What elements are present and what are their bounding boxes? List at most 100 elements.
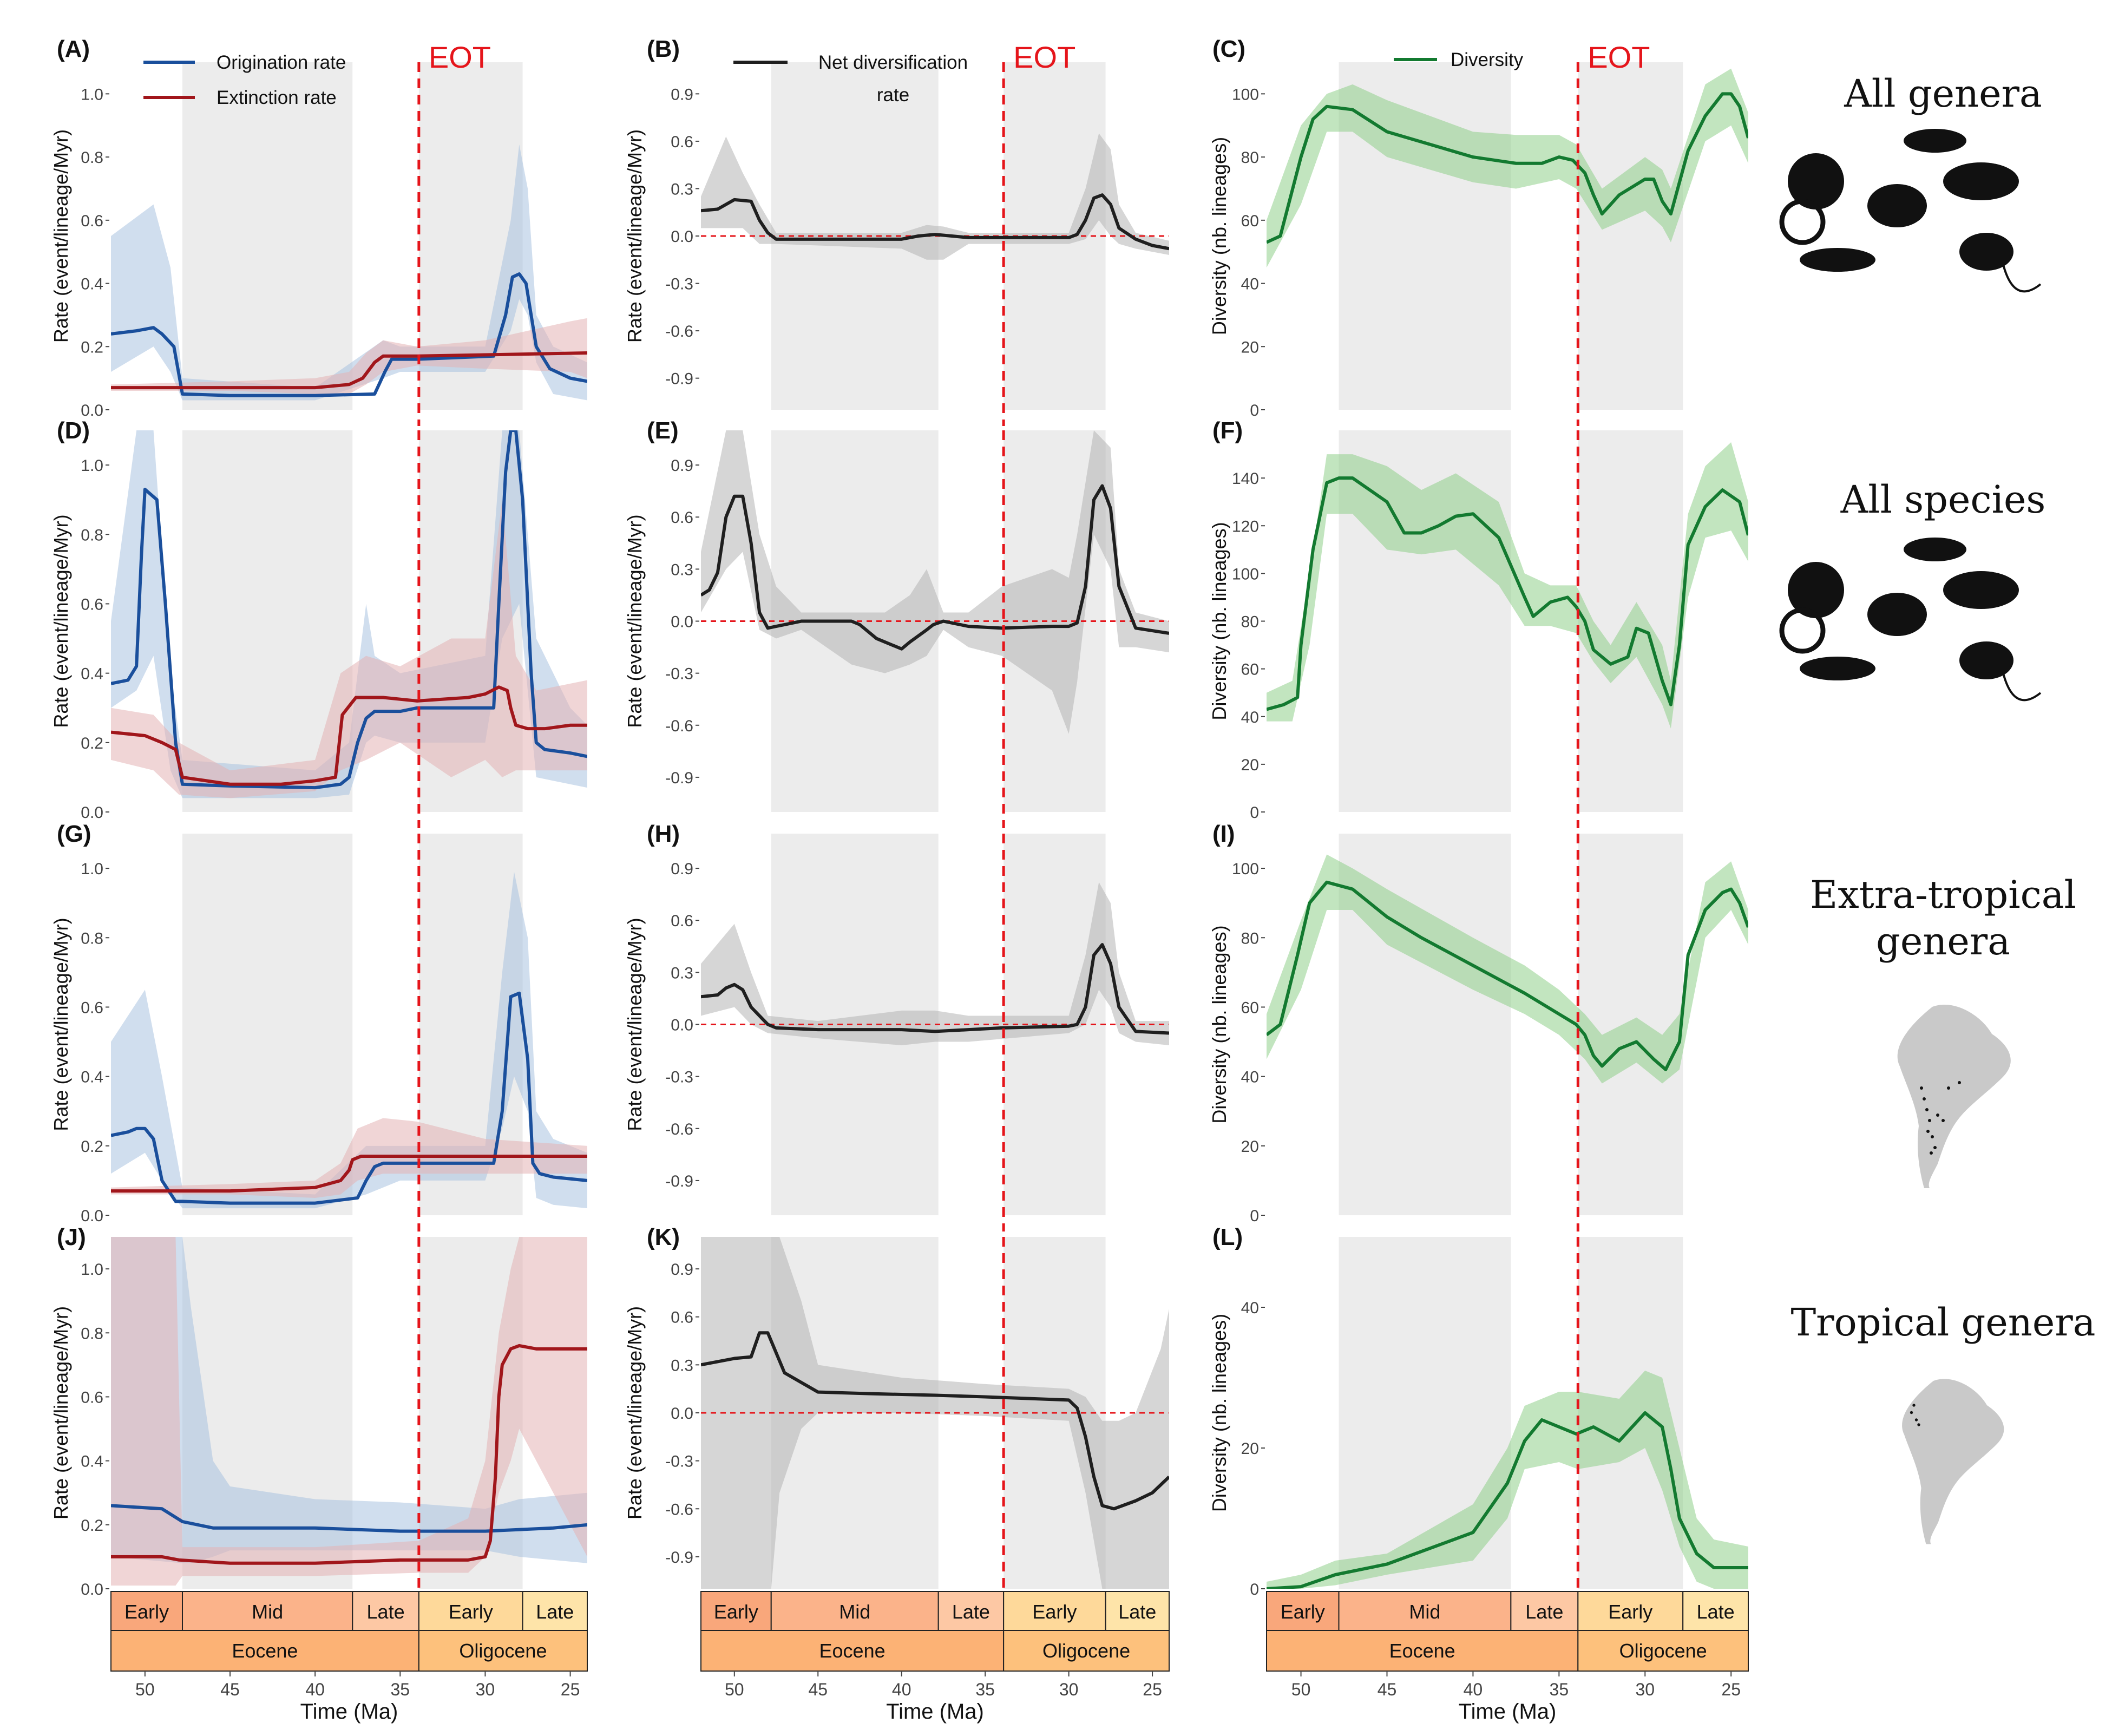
panel-i-ytick-label-3: 60 <box>1241 999 1259 1017</box>
panel-e-plot <box>701 430 1169 812</box>
panel-a-ylabel: Rate (event/lineage/Myr) <box>50 129 72 343</box>
timescale-1-stage-label-4: Late <box>1118 1601 1156 1623</box>
panel-b-ytick-label-4: 0.3 <box>671 180 693 198</box>
panel-c-label: (C) <box>1212 36 1245 62</box>
panel-e-ytick-label-0: -0.9 <box>665 769 693 787</box>
panel-g-band-1 <box>111 1118 587 1198</box>
timescale-2-xtick-label-1: 45 <box>1378 1680 1397 1699</box>
panel-d-ytick-label-3: 0.6 <box>81 595 103 613</box>
panel-c-ytick-label-4: 80 <box>1241 149 1259 167</box>
locality-dot-0-6 <box>1930 1151 1933 1155</box>
timescale-1-epoch-1 <box>1003 1630 1170 1672</box>
panel-c-series-0-line <box>1267 92 1748 244</box>
panel-k-ytick-label-0: -0.9 <box>665 1549 693 1567</box>
panel-b-ytick-label-3: 0.0 <box>671 228 693 246</box>
primate-tail-icon <box>1779 607 1826 654</box>
timescale-1-stage-label-2: Late <box>952 1601 990 1623</box>
timescale-0-epoch-label-1: Oligocene <box>459 1640 547 1662</box>
panel-b-series-0-line <box>701 193 1169 251</box>
panel-k-ytick-label-1: -0.6 <box>665 1501 693 1518</box>
row-label-tropical-genera: Tropical genera <box>1781 1299 2106 1346</box>
locality-dot-0-3 <box>1928 1119 1931 1122</box>
south-america-land-0 <box>1897 1005 2011 1188</box>
timescale-0-stage-3 <box>418 1591 523 1631</box>
timescale-0-epoch-label-0: Eocene <box>232 1640 298 1662</box>
panel-h-ytick-label-3: 0.0 <box>671 1017 693 1034</box>
animal-silhouettes-1 <box>1779 538 2042 702</box>
locality-dot-1-0 <box>1912 1404 1916 1407</box>
panel-j-ytick-label-0: 0.0 <box>81 1581 103 1599</box>
panel-j-series-0-line <box>111 1504 587 1533</box>
panel-i-ytick-label-0: 0 <box>1250 1207 1259 1225</box>
timescale-1-stage-4 <box>1105 1591 1170 1631</box>
legend-net-label-line1: Net diversification <box>818 52 968 73</box>
animal-silhouettes-0 <box>1779 129 2042 293</box>
row-label-all-genera: All genera <box>1781 70 2106 117</box>
timescale-1-xtick-label-0: 50 <box>725 1680 744 1699</box>
timescale-2-stage-2 <box>1510 1591 1579 1631</box>
panel-d-ytick-label-4: 0.8 <box>81 526 103 544</box>
row-label-extra-tropical-line1: Extra-tropical <box>1810 873 2076 917</box>
timescale-2-xtick-label-4: 30 <box>1635 1680 1655 1699</box>
panel-j-plot <box>111 1237 587 1589</box>
panel-h-ytick-label-1: -0.6 <box>665 1121 693 1138</box>
panel-a-eot-label: EOT <box>429 40 491 74</box>
panel-a-ytick-label-0: 0.0 <box>81 402 103 420</box>
panel-j-ytick-label-4: 0.8 <box>81 1325 103 1342</box>
timescale-0-stage-label-3: Early <box>449 1601 493 1623</box>
panel-a-ytick-label-5: 1.0 <box>81 86 103 103</box>
notoungulate-icon <box>1943 162 2019 200</box>
south-america-map-icon-1 <box>1902 1379 2004 1544</box>
timescale-2-xtick-label-5: 25 <box>1721 1680 1741 1699</box>
panel-d-series-1-line <box>111 685 587 786</box>
panel-l-ytick-label-2: 40 <box>1241 1299 1259 1317</box>
panel-b-ytick-label-6: 0.9 <box>671 86 693 103</box>
timescale-2-epoch-0 <box>1266 1630 1579 1672</box>
timescale-1-stage-1 <box>770 1591 939 1631</box>
south-america-map-icon-0 <box>1897 1005 2011 1188</box>
timescale-0-xlabel: Time (Ma) <box>300 1700 398 1724</box>
timescale-0-stage-4 <box>522 1591 588 1631</box>
timescale-0-stage-label-2: Late <box>367 1601 405 1623</box>
panel-g-ytick-label-2: 0.4 <box>81 1069 103 1086</box>
timescale-1-xtick-label-2: 40 <box>892 1680 911 1699</box>
panel-d-band-1 <box>111 500 587 798</box>
timescale-1-xtick-label-5: 25 <box>1143 1680 1162 1699</box>
rodent-icon <box>1800 248 1875 272</box>
panel-g-ytick-label-4: 0.8 <box>81 929 103 947</box>
timescale-0-stage-label-1: Mid <box>252 1601 283 1623</box>
panel-b-ytick-label-5: 0.6 <box>671 133 693 151</box>
timescale-1-epoch-label-0: Eocene <box>819 1640 886 1662</box>
timescale-2-stage-label-3: Early <box>1608 1601 1652 1623</box>
panel-g-ytick-label-3: 0.6 <box>81 999 103 1017</box>
timescale-0-stage-label-4: Late <box>536 1601 574 1623</box>
row-label-extra-tropical-line2: genera <box>1876 919 2010 964</box>
panel-f-ytick-label-7: 140 <box>1232 470 1259 488</box>
timescale-0-xtick-label-4: 30 <box>476 1680 495 1699</box>
timescale-2-stage-label-0: Early <box>1281 1601 1325 1623</box>
armadillo-icon <box>1867 184 1927 227</box>
panel-k-ytick-label-6: 0.9 <box>671 1261 693 1279</box>
panel-i-band-0 <box>1267 854 1748 1084</box>
locality-dot-1-1 <box>1914 1418 1918 1421</box>
timescale-2-epoch-label-0: Eocene <box>1389 1640 1455 1662</box>
south-america-land-1 <box>1902 1379 2004 1544</box>
timescale-1-epoch-0 <box>700 1630 1005 1672</box>
panel-c-ytick-label-1: 20 <box>1241 338 1259 356</box>
panel-d-plot <box>111 430 587 812</box>
panel-k-series-0-line <box>701 1331 1169 1511</box>
panel-k-ylabel: Rate (event/lineage/Myr) <box>624 1306 646 1519</box>
panel-a-label: (A) <box>57 36 90 62</box>
panel-a-plot <box>111 62 587 410</box>
primate-icon <box>1788 153 1844 209</box>
panel-g-ytick-label-1: 0.2 <box>81 1138 103 1156</box>
panel-h-ylabel: Rate (event/lineage/Myr) <box>624 918 646 1131</box>
row-label-tropical-genera-text: Tropical genera <box>1790 1300 2096 1345</box>
row-label-all-species: All species <box>1781 476 2106 523</box>
panel-l-label: (L) <box>1212 1224 1243 1250</box>
panel-e-series-0-line <box>701 484 1169 651</box>
panel-b-ylabel: Rate (event/lineage/Myr) <box>624 129 646 343</box>
panel-e-band-0 <box>701 430 1169 734</box>
timescale-1-xtick-label-3: 35 <box>975 1680 995 1699</box>
